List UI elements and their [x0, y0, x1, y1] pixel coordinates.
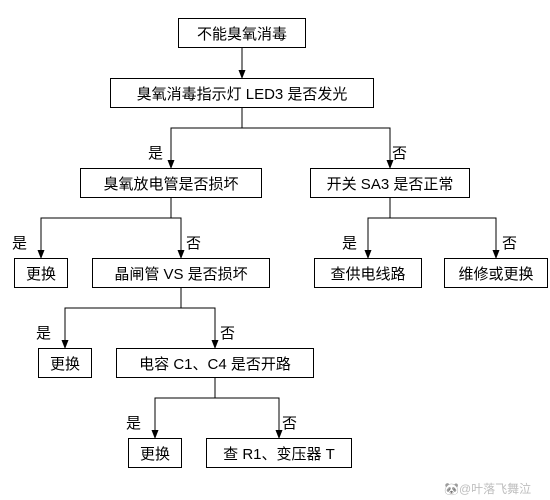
node-label: 查 R1、变压器 T: [223, 443, 335, 464]
flow-node: 臭氧放电管是否损坏: [80, 168, 262, 198]
flow-node: 维修或更换: [444, 258, 548, 288]
flow-node: 查 R1、变压器 T: [206, 438, 352, 468]
edge-label: 否: [220, 322, 235, 343]
node-label: 晶闸管 VS 是否损坏: [114, 263, 247, 284]
node-label: 电容 C1、C4 是否开路: [139, 353, 291, 374]
flow-node: 开关 SA3 是否正常: [310, 168, 470, 198]
node-label: 维修或更换: [458, 263, 533, 284]
edge-label: 是: [148, 142, 163, 163]
edge-label: 否: [392, 142, 407, 163]
flow-node: 更换: [14, 258, 68, 288]
flow-node: 臭氧消毒指示灯 LED3 是否发光: [110, 78, 374, 108]
edge-label: 是: [126, 412, 141, 433]
flow-node: 更换: [128, 438, 182, 468]
flow-node: 查供电线路: [314, 258, 422, 288]
node-label: 更换: [50, 353, 80, 374]
flow-node: 更换: [38, 348, 92, 378]
node-label: 臭氧放电管是否损坏: [103, 173, 238, 194]
flow-node: 电容 C1、C4 是否开路: [116, 348, 314, 378]
node-label: 更换: [26, 263, 56, 284]
edge-label: 否: [186, 232, 201, 253]
edge-label: 是: [12, 232, 27, 253]
flow-node: 不能臭氧消毒: [178, 18, 306, 48]
edge-label: 是: [342, 232, 357, 253]
flow-node: 晶闸管 VS 是否损坏: [92, 258, 270, 288]
node-label: 开关 SA3 是否正常: [327, 173, 454, 194]
node-label: 不能臭氧消毒: [197, 23, 287, 44]
node-label: 臭氧消毒指示灯 LED3 是否发光: [137, 83, 348, 104]
edge-label: 否: [502, 232, 517, 253]
node-label: 更换: [140, 443, 170, 464]
flow-arrows: [0, 0, 550, 500]
edge-label: 否: [282, 412, 297, 433]
edge-label: 是: [36, 322, 51, 343]
watermark: 🐼@叶落飞舞泣: [444, 480, 531, 497]
node-label: 查供电线路: [330, 263, 405, 284]
